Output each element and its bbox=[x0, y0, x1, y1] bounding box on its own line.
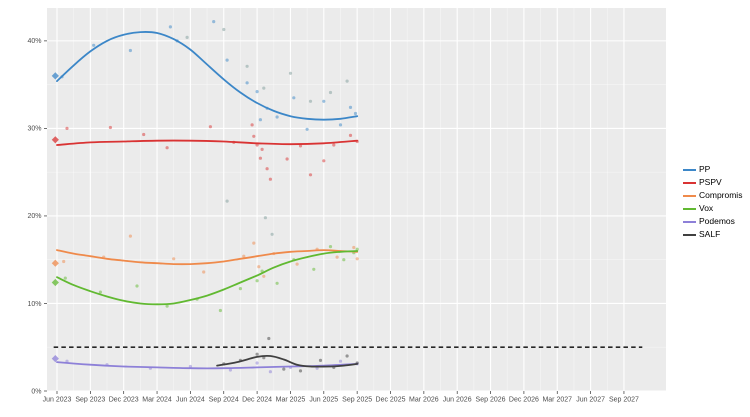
election-marker-pspv bbox=[51, 136, 59, 144]
y-tick-label: 40% bbox=[27, 38, 41, 45]
legend-key-icon-pp bbox=[683, 168, 696, 171]
election-marker-pp bbox=[51, 72, 59, 80]
x-tick-label: Sep 2027 bbox=[609, 397, 639, 404]
legend-item-salf: SALF bbox=[683, 228, 742, 241]
legend-label: Podemos bbox=[699, 216, 735, 226]
legend-key-icon-compromis bbox=[683, 194, 696, 197]
x-tick-label: Jun 2026 bbox=[443, 397, 472, 404]
legend-key-icon-vox bbox=[683, 207, 696, 210]
x-tick-label: Sep 2024 bbox=[209, 397, 239, 404]
x-tick-label: Mar 2027 bbox=[542, 397, 572, 404]
trend-line-compromis bbox=[56, 249, 359, 266]
legend-label: Vox bbox=[699, 203, 714, 213]
scatter-compromis bbox=[62, 234, 359, 278]
y-axis-labels: 0% 10% 20% 30% 40% bbox=[27, 38, 41, 395]
x-tick-label: Sep 2026 bbox=[476, 397, 506, 404]
plot-panel bbox=[47, 8, 666, 391]
x-tick-label: Jun 2024 bbox=[176, 397, 205, 404]
x-tick-label: Dec 2026 bbox=[509, 397, 539, 404]
trend-line-salf bbox=[216, 354, 359, 368]
legend-key-icon-podemos bbox=[683, 220, 696, 223]
legend-item-vox: Vox bbox=[683, 202, 742, 215]
election-marker-vox bbox=[51, 278, 59, 287]
scatter-other-polls bbox=[185, 27, 349, 236]
axis-ticks bbox=[44, 40, 625, 394]
legend-label: Compromis bbox=[699, 190, 743, 200]
x-tick-label: Sep 2025 bbox=[342, 397, 372, 404]
x-axis-labels: Jun 2023 Sep 2023 Dec 2023 Mar 2024 Jun 2024… bbox=[43, 397, 639, 404]
trend-line-pp bbox=[56, 31, 359, 121]
legend-label: PSPV bbox=[699, 177, 722, 187]
x-tick-label: Mar 2025 bbox=[276, 397, 306, 404]
x-tick-label: Dec 2023 bbox=[109, 397, 139, 404]
legend-item-compromis: Compromis bbox=[683, 189, 742, 202]
x-tick-label: Dec 2024 bbox=[242, 397, 272, 404]
legend-item-pspv: PSPV bbox=[683, 176, 742, 189]
legend-item-podemos: Podemos bbox=[683, 215, 742, 228]
x-tick-label: Jun 2025 bbox=[309, 397, 338, 404]
grid-major bbox=[47, 8, 666, 392]
legend-label: SALF bbox=[699, 229, 721, 239]
trend-line-vox bbox=[56, 250, 359, 306]
legend: PP PSPV Compromis Vox Podemos SALF bbox=[683, 163, 742, 241]
election-marker-compromis bbox=[51, 259, 59, 267]
x-tick-label: Jun 2027 bbox=[576, 397, 605, 404]
legend-key-icon-pspv bbox=[683, 181, 696, 184]
y-tick-label: 10% bbox=[27, 301, 41, 308]
y-tick-label: 20% bbox=[27, 213, 41, 220]
x-tick-label: Jun 2023 bbox=[43, 397, 72, 404]
legend-item-pp: PP bbox=[683, 163, 742, 176]
x-tick-label: Dec 2025 bbox=[376, 397, 406, 404]
trend-line-pspv bbox=[56, 139, 359, 146]
legend-label: PP bbox=[699, 164, 711, 174]
y-tick-label: 30% bbox=[27, 126, 41, 133]
legend-key-icon-salf bbox=[683, 233, 696, 236]
x-tick-label: Mar 2026 bbox=[409, 397, 439, 404]
x-tick-label: Sep 2023 bbox=[75, 397, 105, 404]
election-marker-podemos bbox=[51, 355, 59, 363]
x-tick-label: Mar 2024 bbox=[142, 397, 172, 404]
y-tick-label: 0% bbox=[31, 388, 41, 395]
